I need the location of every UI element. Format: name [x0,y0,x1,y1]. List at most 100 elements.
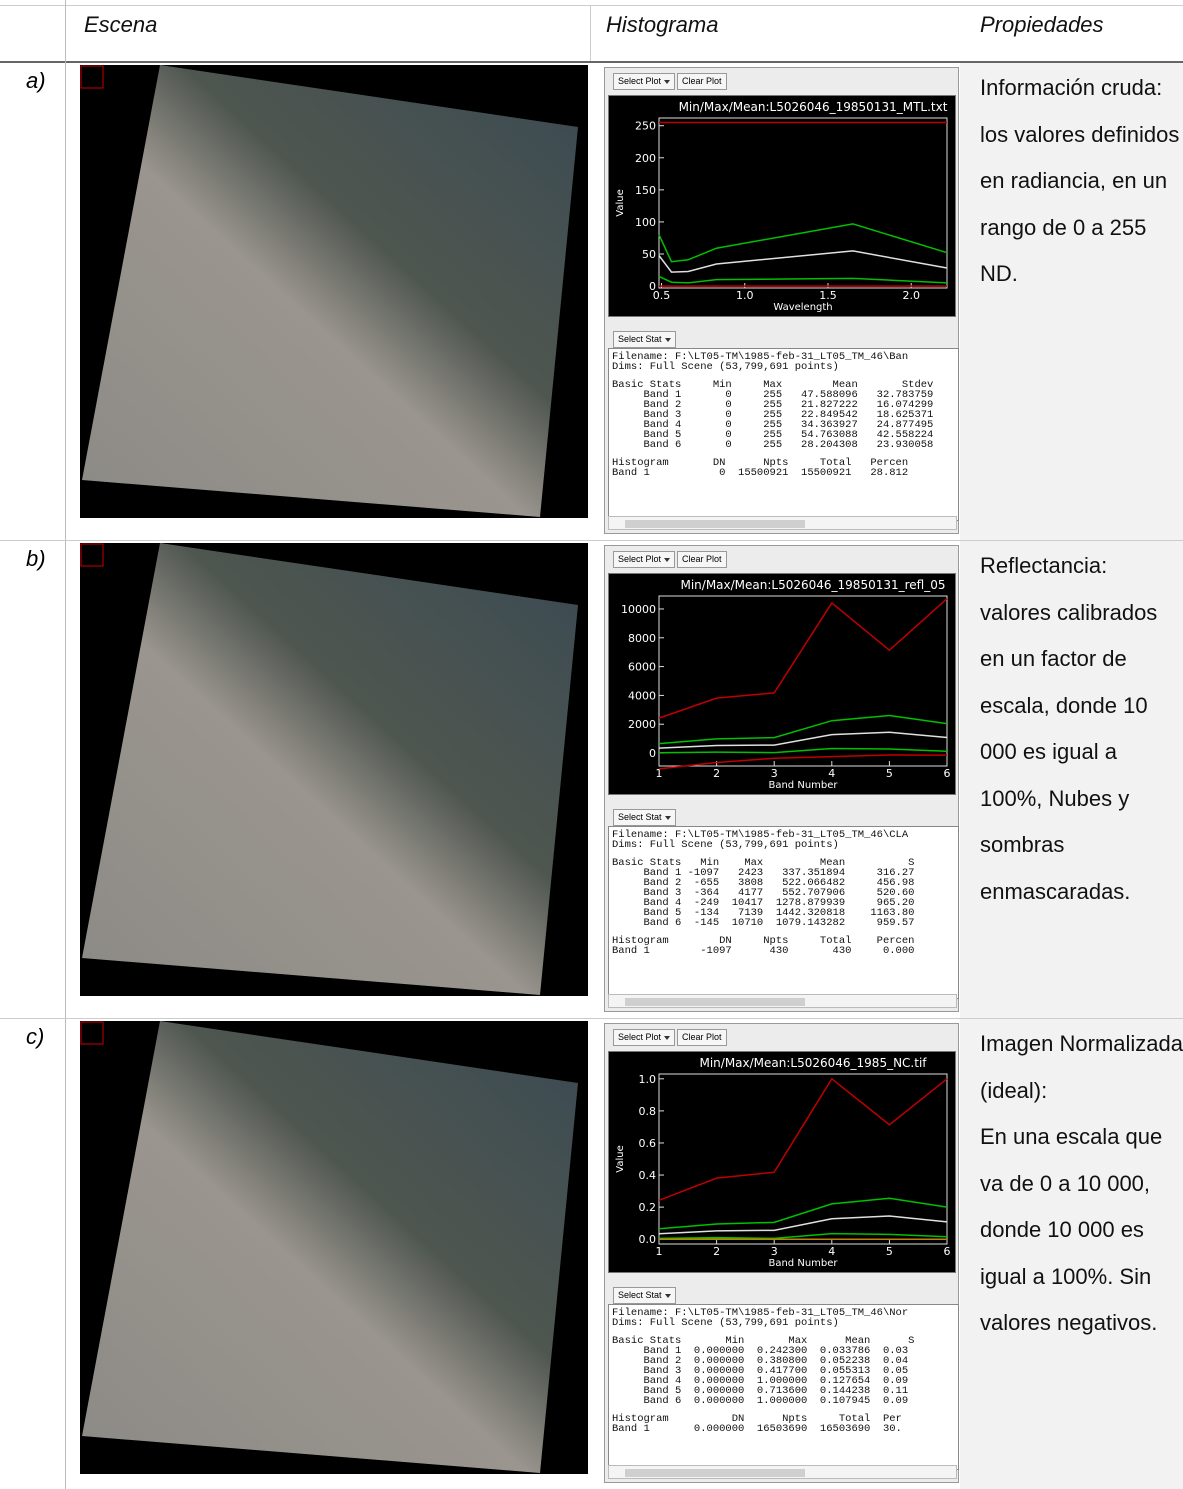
button[interactable]: Select Plot [613,73,675,90]
button[interactable]: Clear Plot [677,73,727,90]
x-tick-label: 0.5 [653,289,671,302]
column-header: Histograma [606,12,718,38]
button[interactable]: Select Plot [613,551,675,568]
scene-image [80,65,588,518]
stats-line: Dims: Full Scene (53,799,691 points) [612,1318,955,1328]
row-label: b) [26,546,46,572]
stats-text: Filename: F:\LT05-TM\1985-feb-31_LT05_TM… [608,1304,959,1470]
plot-window: Select Plot Clear Plot Min/Max/Mean:L50260… [604,1023,959,1483]
data-line [659,276,947,282]
stats-group: Histogram DN Npts Total PerBand 1 0.0000… [612,1414,955,1434]
dropdown-arrow [665,338,671,342]
button[interactable]: Select Plot [613,1029,675,1046]
x-axis-label: Wavelength [773,302,832,313]
button-label: Select Stat [618,812,662,822]
button[interactable]: Select Stat [613,809,676,826]
x-tick-label: 1.0 [736,289,754,302]
stats-line: Band 1 0.000000 16503690 16503690 30. [612,1424,955,1434]
stats-text: Filename: F:\LT05-TM\1985-feb-31_LT05_TM… [608,348,959,521]
rule [590,5,591,61]
stats-line: Band 1 -1097 430 430 0.000 [612,946,955,956]
y-tick-label: 0.6 [639,1137,657,1150]
stats-line: Band 1 0 15500921 15500921 28.812 [612,468,955,478]
button-label: Select Plot [618,1032,661,1042]
plot-frame [659,118,947,288]
properties-cell: Información cruda: los valores definidos… [960,63,1183,542]
button[interactable]: Clear Plot [677,1029,727,1046]
stats-text: Filename: F:\LT05-TM\1985-feb-31_LT05_TM… [608,826,959,999]
x-tick-label: 1 [656,1245,663,1258]
scene-tile [82,543,578,995]
y-tick-label: 200 [635,152,656,165]
y-tick-label: 0.2 [639,1201,657,1214]
properties-text: Información cruda: los valores definidos… [960,65,1183,298]
dropdown-arrow [664,1036,670,1040]
document: Escena Histograma Propiedades a) Select Plo… [0,0,1183,1489]
scroll-thumb [625,520,805,528]
rule [65,0,66,1489]
data-line [659,1234,947,1239]
plot-frame [659,1074,947,1244]
stats-line: Band 6 -145 10710 1079.143282 959.57 [612,918,955,928]
stats-line: Dims: Full Scene (53,799,691 points) [612,840,955,850]
button[interactable]: Select Stat [613,1287,676,1304]
data-line [659,1079,947,1201]
x-axis-label: Band Number [768,780,838,791]
button-label: Select Plot [618,554,661,564]
stats-line: Band 6 0.000000 1.000000 0.107945 0.09 [612,1396,955,1406]
properties-text: Imagen Normalizada (ideal): [960,1021,1183,1114]
plot-window: Select Plot Clear Plot Min/Max/Mean:L50260… [604,67,959,534]
y-tick-label: 2000 [628,718,656,731]
button-label: Select Stat [618,334,662,344]
y-tick-label: 0.8 [639,1105,657,1118]
chart-title: Min/Max/Mean:L5026046_19850131_MTL.txt [679,100,948,114]
y-tick-label: 100 [635,216,656,229]
scene-image [80,543,588,996]
dropdown-arrow [665,816,671,820]
y-tick-label: 0 [649,747,656,760]
row-label: a) [26,68,46,94]
chart-title: Min/Max/Mean:L5026046_19850131_refl_05 [680,578,945,592]
x-tick-label: 2 [713,1245,720,1258]
button[interactable]: Clear Plot [677,551,727,568]
y-tick-label: 6000 [628,661,656,674]
y-tick-label: 150 [635,184,656,197]
y-tick-label: 250 [635,120,656,133]
y-tick-label: 4000 [628,689,656,702]
y-tick-label: 50 [642,248,656,261]
properties-cell: Reflectancia: valores calibrados en un f… [960,541,1183,1020]
button-label: Clear Plot [682,554,722,564]
x-tick-label: 5 [886,767,893,780]
stats-line: Band 6 0 255 28.204308 23.930058 [612,440,955,450]
button[interactable]: Select Stat [613,331,676,348]
button-label: Select Stat [618,1290,662,1300]
scene-tile [82,65,578,517]
chart: Min/Max/Mean:L5026046_1985_NC.tif 0.0 0.2 0… [608,1051,956,1273]
x-tick-label: 3 [771,767,778,780]
scene-image [80,1021,588,1474]
stats-group: Filename: F:\LT05-TM\1985-feb-31_LT05_TM… [612,352,955,372]
x-tick-label: 4 [828,1245,835,1258]
chart-title: Min/Max/Mean:L5026046_1985_NC.tif [699,1056,927,1070]
stats-group: Filename: F:\LT05-TM\1985-feb-31_LT05_TM… [612,1308,955,1328]
x-tick-label: 4 [828,767,835,780]
y-tick-label: 1.0 [639,1073,657,1086]
button-label: Select Plot [618,76,661,86]
dropdown-arrow [664,80,670,84]
plot-window: Select Plot Clear Plot Min/Max/Mean:L50260… [604,545,959,1012]
chart: Min/Max/Mean:L5026046_19850131_MTL.txt05… [608,95,956,317]
dropdown-arrow [665,1294,671,1298]
row-label: c) [26,1024,44,1050]
dropdown-arrow [664,558,670,562]
scroll-thumb [625,1469,805,1477]
column-header: Escena [84,12,157,38]
x-tick-label: 1.5 [819,289,837,302]
properties-cell: Imagen Normalizada (ideal):En una escala… [960,1019,1183,1489]
y-axis-label: Value [615,189,626,216]
stats-group: Histogram DN Npts Total PercenBand 1 0 1… [612,458,955,478]
y-tick-label: 8000 [628,632,656,645]
y-tick-label: 0.0 [639,1233,657,1246]
x-tick-label: 6 [944,1245,951,1258]
column-header: Propiedades [980,12,1104,38]
stats-group: Filename: F:\LT05-TM\1985-feb-31_LT05_TM… [612,830,955,850]
